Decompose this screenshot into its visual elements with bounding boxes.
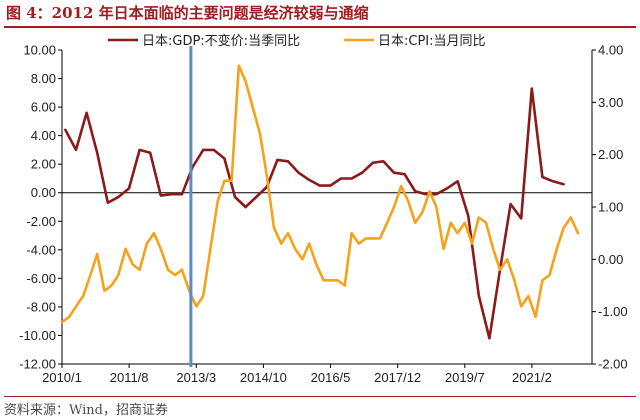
y-left-tick-label: -2.00 [26, 214, 56, 229]
y-left-tick-label: 0.00 [31, 185, 56, 200]
y-right-tick-label: -2.00 [598, 357, 628, 372]
y-left-tick-label: -6.00 [26, 271, 56, 286]
chart: 10.00 8.00 6.00 4.00 2.00 0.00 -2.00 -4.00 -6.00… [19, 33, 628, 385]
legend-gdp-label: 日本:GDP:不变价:当季同比 [142, 33, 300, 49]
y-left-tick-label: -4.00 [26, 242, 56, 257]
y-left-tick-label: -8.00 [26, 299, 56, 314]
cpi-series-line [60, 64, 580, 324]
y-right-tick-label: -1.00 [598, 304, 628, 319]
y-left-tick-label: 4.00 [31, 128, 56, 143]
gdp-series-line [64, 87, 565, 340]
y-left-tick-label: 2.00 [31, 157, 56, 172]
x-tick-label: 2013/3 [176, 370, 216, 385]
footer-divider [4, 396, 636, 397]
y-right-tick-label: 1.00 [598, 200, 623, 215]
chart-title: 图 4：2012 年日本面临的主要问题是经济较弱与通缩 [6, 4, 369, 22]
x-tick-label: 2011/8 [110, 370, 149, 385]
x-tick-label: 2010/1 [42, 370, 82, 385]
y-left-tick-label: -10.00 [19, 328, 56, 343]
y-right-tick-label: 4.00 [598, 43, 623, 58]
legend-cpi-label: 日本:CPI:当月同比 [378, 34, 486, 49]
x-tick-label: 2016/5 [311, 370, 351, 385]
y-right-tick-label: 3.00 [598, 95, 623, 110]
y-right-tick-label: 2.00 [598, 147, 623, 162]
y-left-tick-label: 6.00 [31, 100, 56, 115]
y-left-tick-label: -12.00 [19, 357, 56, 372]
title-divider [4, 26, 636, 28]
y-left-tick-label: 10.00 [23, 43, 56, 58]
x-tick-label: 2014/10 [240, 370, 287, 385]
y-right-tick-label: 0.00 [598, 252, 623, 267]
source-note: 资料来源：Wind，招商证券 [4, 403, 168, 418]
x-tick-label: 2019/7 [445, 370, 485, 385]
x-tick-label: 2021/2 [512, 370, 552, 385]
x-tick-label: 2017/12 [374, 370, 421, 385]
y-left-tick-label: 8.00 [31, 71, 56, 86]
